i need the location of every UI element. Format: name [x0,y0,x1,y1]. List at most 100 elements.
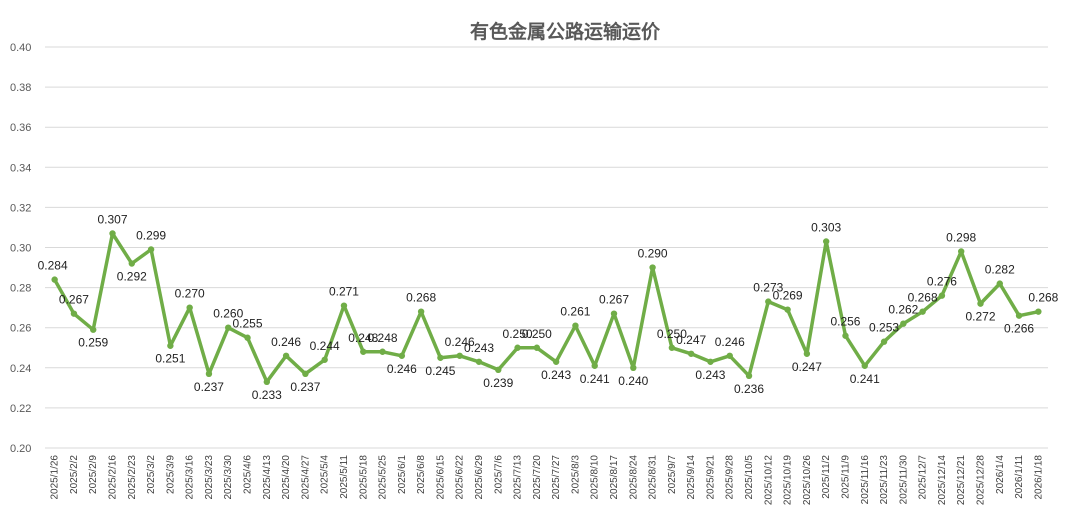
data-label: 0.256 [830,315,860,329]
data-label: 0.260 [213,307,243,321]
x-tick-label: 2025/4/20 [281,455,292,500]
data-label: 0.267 [59,293,89,307]
data-point [321,356,328,363]
chart-title: 有色金属公路运输运价 [470,20,661,43]
data-label: 0.269 [773,289,803,303]
data-label: 0.247 [792,360,822,374]
data-point [379,348,386,355]
data-label: 0.299 [136,229,166,243]
x-tick-label: 2025/4/13 [262,455,273,500]
data-label: 0.272 [965,310,995,324]
x-tick-label: 2025/8/10 [590,455,601,500]
data-label: 0.247 [676,333,706,347]
data-point [996,280,1003,287]
x-tick-label: 2025/11/16 [860,455,871,505]
x-tick-label: 2025/2/16 [108,455,119,500]
data-point [128,260,135,267]
data-label: 0.284 [38,259,68,273]
data-label: 0.250 [503,327,533,341]
data-label: 0.236 [734,382,764,396]
x-tick-label: 2025/5/11 [339,455,350,499]
data-point [225,324,232,331]
x-tick-label: 2025/10/26 [802,455,813,505]
data-label: 0.248 [348,331,378,345]
data-point [90,326,97,333]
x-tick-label: 2025/2/9 [88,455,99,494]
data-point [591,362,598,369]
data-label: 0.237 [290,380,320,394]
x-tick-label: 2025/5/4 [320,455,331,494]
data-point [1035,308,1042,315]
x-tick-label: 2025/6/1 [397,455,408,494]
data-point [514,344,521,351]
data-point [610,310,618,317]
x-tick-label: 2025/8/17 [609,455,620,500]
x-tick-label: 2025/9/7 [667,455,678,494]
data-point [495,366,502,374]
y-tick-label: 0.34 [10,162,31,174]
data-label: 0.261 [560,305,590,319]
x-tick-label: 2025/11/9 [840,455,851,499]
x-tick-label: 2025/8/24 [628,455,639,500]
x-tick-label: 2025/9/28 [725,455,736,500]
x-tick-label: 2025/10/19 [783,455,794,505]
data-label: 0.259 [78,336,108,350]
data-label: 0.243 [695,368,725,382]
y-tick-label: 0.22 [10,403,31,415]
x-tick-label: 2025/7/6 [493,455,504,494]
data-point [263,378,271,386]
x-tick-label: 2025/12/14 [937,455,948,505]
x-tick-label: 2025/11/30 [898,455,909,505]
data-label: 0.255 [233,317,263,331]
data-point [649,264,656,271]
data-label: 0.239 [483,376,513,390]
data-point [842,332,849,339]
y-tick-label: 0.20 [10,443,31,455]
x-tick-label: 2025/10/5 [744,455,755,500]
y-tick-label: 0.40 [10,42,31,54]
data-label: 0.266 [1004,322,1034,336]
y-tick-label: 0.26 [10,323,31,335]
data-point [900,320,907,327]
x-tick-label: 2025/5/25 [378,455,389,500]
data-point [186,304,193,311]
x-tick-label: 2025/11/23 [879,455,890,505]
data-point [51,276,58,283]
data-point [167,342,174,349]
data-label: 0.282 [985,263,1015,277]
x-tick-label: 2025/9/21 [705,455,716,500]
data-label: 0.262 [888,303,918,317]
data-point [572,322,579,329]
x-tick-label: 2026/1/11 [1014,455,1025,499]
x-tick-label: 2025/1/26 [50,455,61,500]
y-tick-label: 0.30 [10,243,31,255]
data-label: 0.253 [869,321,899,335]
x-tick-label: 2025/12/28 [975,455,986,505]
x-tick-label: 2025/9/14 [686,455,697,500]
x-tick-label: 2025/7/27 [551,455,562,500]
data-point [977,300,984,307]
x-tick-label: 2025/6/22 [455,455,466,500]
data-point [880,338,888,345]
series-line [52,231,1041,384]
data-point [244,334,251,341]
data-point [70,310,78,317]
x-tick-label: 2025/2/2 [69,455,80,494]
data-label: 0.244 [310,339,340,353]
x-tick-label: 2025/12/21 [956,455,967,505]
data-point [958,248,965,255]
data-point [417,308,425,315]
data-point [456,352,463,359]
x-tick-label: 2025/7/13 [513,455,524,500]
x-tick-label: 2025/3/30 [223,455,234,500]
data-label: 0.246 [715,335,745,349]
x-tick-label: 2025/3/9 [165,455,176,494]
data-label: 0.233 [252,388,282,402]
data-point [861,362,868,369]
data-label: 0.268 [908,291,938,305]
x-tick-label: 2025/8/31 [648,455,659,500]
data-point [437,354,444,361]
x-tick-label: 2025/6/15 [435,455,446,500]
data-label: 0.246 [387,362,417,376]
data-point [302,370,309,378]
